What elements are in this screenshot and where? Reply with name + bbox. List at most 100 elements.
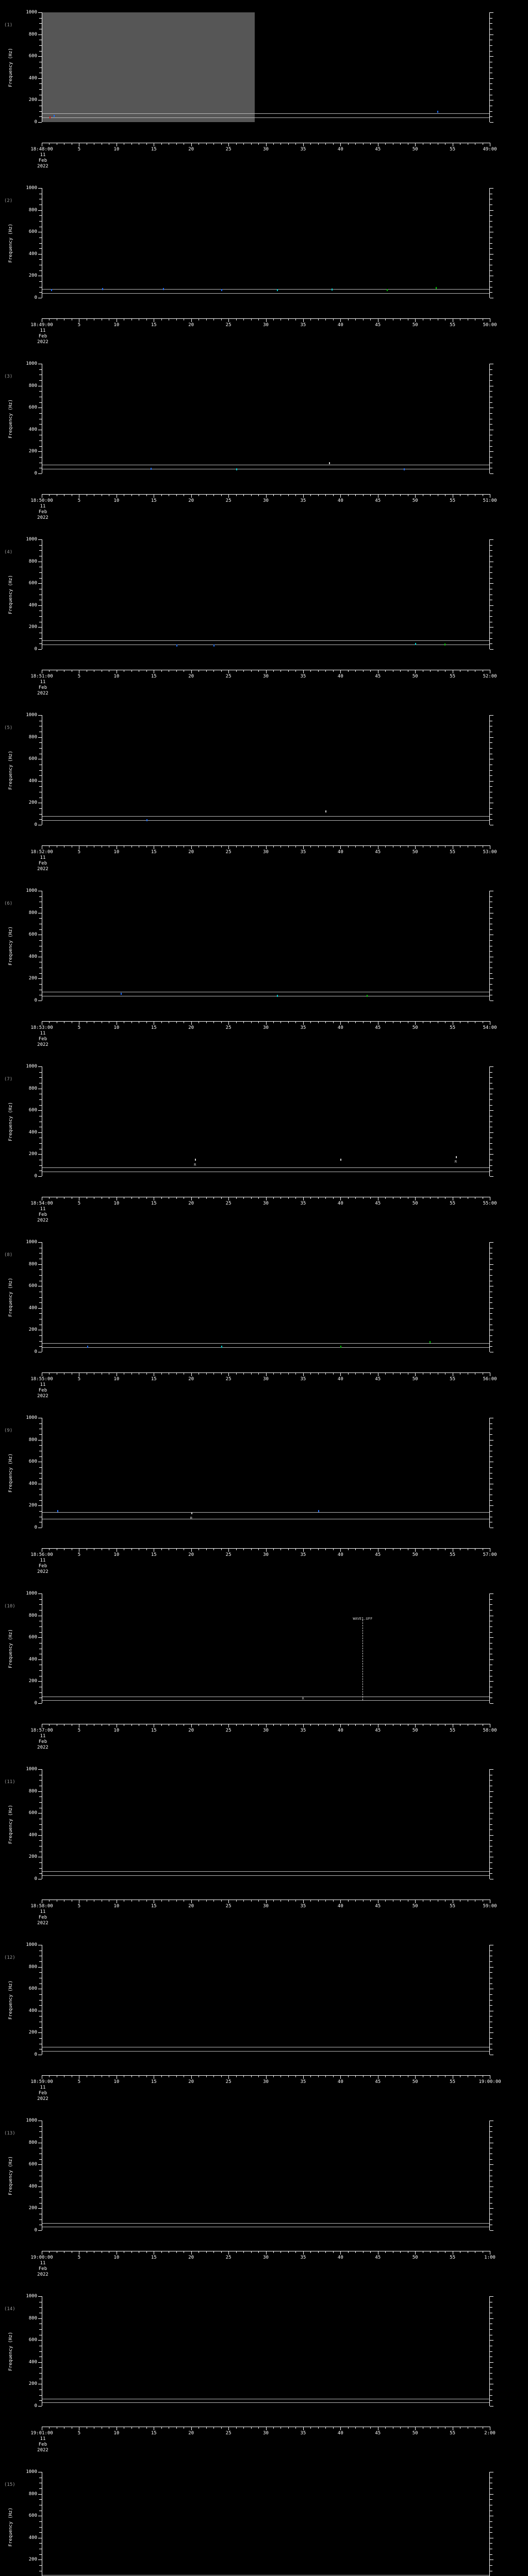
y-axis-tick-label: 400 [28, 2359, 37, 2365]
y-axis-tick-label: 800 [28, 1788, 37, 1794]
y-axis-tick-right [490, 1105, 492, 1106]
y-axis-tick-label: 0 [34, 822, 37, 827]
x-axis-minor-tick [258, 143, 259, 145]
y-axis-tick-right [490, 2032, 493, 2033]
x-axis-minor-tick [325, 2427, 326, 2429]
plot-annotation: R [454, 1160, 457, 1164]
y-axis-tick-right [490, 984, 492, 985]
y-axis-tick-right [490, 578, 492, 579]
y-axis-tick-right [490, 2351, 492, 2352]
y-axis-tick-right [490, 50, 492, 52]
x-axis-minor-tick [370, 1724, 371, 1726]
y-axis-minor-tick [39, 2389, 42, 2391]
x-axis-minor-tick [310, 845, 311, 848]
x-axis-minor-tick [348, 1900, 349, 1902]
y-axis-tick-label: 200 [28, 1679, 37, 1684]
x-axis-minor-tick [251, 670, 252, 672]
y-axis-tick-right [490, 1500, 492, 1501]
x-axis-minor-tick [131, 1548, 132, 1550]
y-axis-line-right [489, 2472, 490, 2576]
y-axis-tick-right [490, 1862, 492, 1863]
y-axis-minor-tick [39, 1500, 42, 1501]
y-axis-tick-right [490, 2362, 493, 2363]
x-axis-minor-tick [310, 2251, 311, 2253]
x-axis-minor-tick [400, 494, 401, 496]
x-axis-date-label: 11 Feb 2022 [37, 1207, 48, 1223]
y-axis-tick-right [490, 1275, 492, 1276]
y-axis-minor-tick [39, 2131, 42, 2132]
x-axis-date-label: 11 Feb 2022 [37, 680, 48, 696]
y-axis-tick-right [490, 18, 492, 19]
y-axis-major-tick [38, 649, 42, 650]
y-axis-tick-right [490, 1813, 493, 1814]
x-axis-minor-tick [445, 1021, 446, 1023]
x-axis-major-tick [191, 845, 192, 849]
x-axis-minor-tick [49, 670, 50, 672]
x-axis-minor-tick [221, 318, 222, 320]
y-axis-minor-tick [39, 2219, 42, 2220]
x-axis-minor-tick [243, 1372, 244, 1375]
x-axis-minor-tick [213, 1900, 214, 1902]
x-axis-major-tick [340, 2427, 341, 2430]
x-axis-minor-tick [273, 2251, 274, 2253]
signal-marker [50, 116, 51, 119]
x-axis-minor-tick [295, 2251, 296, 2253]
x-axis-major-tick [415, 1900, 416, 1903]
x-axis-tick-label: 15 [151, 2079, 157, 2084]
x-axis-tick-label: 35 [300, 2255, 306, 2260]
x-axis-tick-label: 30 [263, 147, 269, 152]
x-axis-minor-tick [445, 1372, 446, 1375]
y-axis-major-tick [38, 1176, 42, 1177]
x-axis-tick-label: 30 [263, 1201, 269, 1206]
x-axis-minor-tick [385, 1372, 386, 1375]
y-axis-tick-right [490, 1269, 492, 1270]
signal-marker [51, 289, 53, 292]
y-axis-tick-right [490, 1341, 492, 1342]
x-axis-minor-tick [273, 318, 274, 320]
x-axis-minor-tick [213, 494, 214, 496]
y-axis-minor-tick [39, 2400, 42, 2401]
trace-line [42, 1700, 489, 1701]
x-axis-minor-tick [161, 845, 162, 848]
x-axis-end-time-label: 57:00 [483, 1552, 497, 1557]
y-axis-tick-right [490, 1505, 493, 1506]
y-axis-tick-right [490, 978, 493, 979]
y-axis-tick-label: 1000 [26, 2118, 37, 2123]
y-axis-tick-right [490, 2159, 492, 2160]
x-axis-minor-tick [258, 2075, 259, 2077]
x-axis-minor-tick [251, 2427, 252, 2429]
y-axis-minor-tick [39, 1456, 42, 1457]
y-axis-line-right [489, 1945, 490, 2055]
x-axis-major-tick [266, 318, 267, 322]
y-axis-tick-label: 1000 [26, 537, 37, 542]
trace-line [42, 1871, 489, 1872]
x-axis-minor-tick [295, 845, 296, 848]
x-axis-minor-tick [355, 845, 356, 848]
x-axis-minor-tick [49, 1372, 50, 1375]
x-axis-minor-tick [385, 494, 386, 496]
x-axis-start-time-label: 18:49:00 [30, 323, 53, 328]
y-axis-tick-label: 400 [28, 251, 37, 257]
y-axis-tick-label: 0 [34, 295, 37, 300]
x-axis-minor-tick [288, 318, 289, 320]
x-axis-major-tick [228, 1548, 229, 1552]
y-axis-tick-label: 1000 [26, 361, 37, 366]
x-axis-tick-label: 50 [412, 498, 418, 503]
signal-marker [277, 289, 278, 291]
x-axis-minor-tick [325, 494, 326, 496]
x-axis-minor-tick [318, 845, 319, 848]
y-axis-tick-label: 600 [28, 2513, 37, 2519]
x-axis-line [42, 318, 490, 322]
y-axis-minor-tick [39, 951, 42, 952]
x-axis-minor-tick [430, 1021, 431, 1023]
y-axis-line-right [489, 1242, 490, 1352]
x-axis-minor-tick [258, 2251, 259, 2253]
y-axis-title: Frequency (Hz) [8, 399, 14, 438]
y-axis-tick-right [490, 2565, 492, 2566]
y-axis-tick-label: 1000 [26, 1415, 37, 1420]
x-axis-tick-label: 45 [375, 1904, 381, 1909]
y-axis-minor-tick [39, 643, 42, 645]
x-axis-minor-tick [400, 670, 401, 672]
x-axis-date-label: 11 Feb 2022 [37, 1558, 48, 1574]
x-axis-major-tick [303, 494, 304, 498]
